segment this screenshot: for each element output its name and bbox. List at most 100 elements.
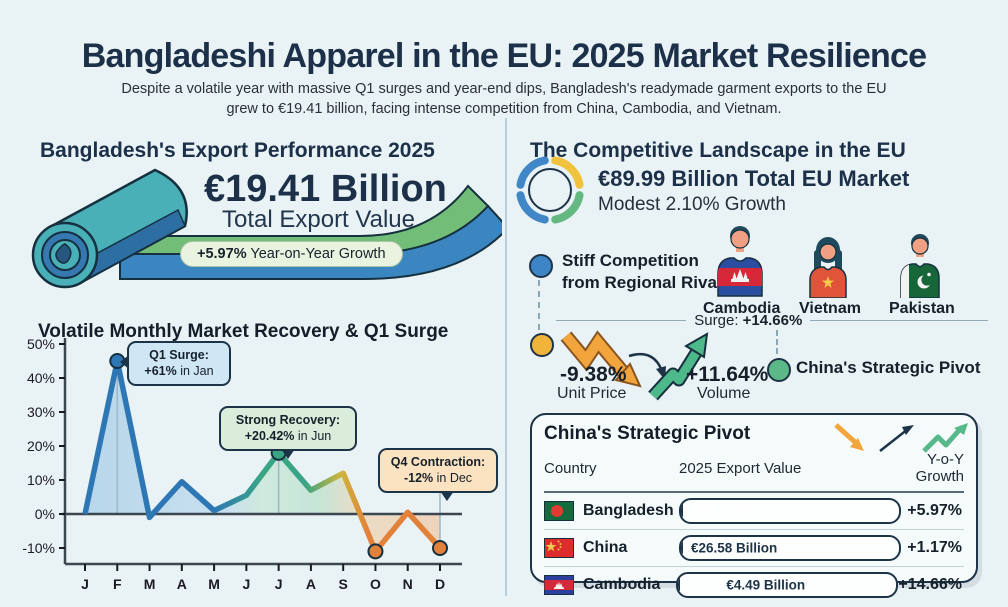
svg-text:-10%: -10% — [22, 540, 55, 556]
bullet-blue-dot — [529, 254, 553, 278]
pakistan-flag-shirt — [901, 264, 933, 298]
star-icon — [821, 276, 835, 288]
right-section-heading: The Competitive Landscape in the EU — [530, 139, 906, 163]
left-section-heading: Bangladesh's Export Performance 2025 — [40, 139, 435, 163]
svg-text:20%: 20% — [27, 438, 55, 454]
total-export-label: Total Export Value — [222, 206, 415, 233]
country-name: Bangladesh — [583, 502, 674, 519]
surge-label: Surge: — [694, 312, 739, 329]
bar-fill — [681, 500, 683, 517]
reference-lines — [116, 361, 441, 548]
growth-value: +5.97% — [907, 502, 962, 519]
bullet-green-dot — [767, 358, 791, 382]
yoy-growth-badge: +5.97% Year-on-Year Growth — [180, 241, 403, 267]
pakistan-figure — [900, 234, 940, 298]
volume-label: Volume — [697, 385, 751, 402]
table-trend-arrows-icon — [834, 423, 968, 453]
bullet-yellow-dot — [530, 333, 554, 357]
annotation-strong-recovery: Strong Recovery: +20.42% in Jun — [219, 406, 357, 458]
vietnam-figure — [809, 237, 847, 298]
annotation-rest: in Jun — [294, 429, 332, 444]
export-value-bar: €19.41 Billion — [679, 498, 901, 524]
country-name: China — [583, 539, 628, 556]
svg-text:F: F — [113, 576, 122, 592]
svg-text:O: O — [370, 576, 381, 592]
annotation-q4-contraction: Q4 Contraction: -12% in Dec — [378, 448, 498, 500]
annotation-rest: in Dec — [433, 471, 473, 486]
face — [730, 229, 750, 249]
unit-price-value: -9.38% — [560, 363, 627, 386]
chart-heading: Volatile Monthly Market Recovery & Q1 Su… — [38, 321, 449, 342]
svg-text:J: J — [81, 576, 89, 592]
yoy-growth-text: Year-on-Year Growth — [246, 246, 386, 262]
trend-line — [82, 358, 443, 555]
svg-text:N: N — [403, 576, 413, 592]
trend-area-fill — [85, 361, 440, 552]
donut-inner-ring — [528, 168, 572, 212]
divider-line-left — [556, 319, 687, 322]
svg-text:0%: 0% — [35, 506, 55, 522]
price-decline-zigzag-arrow — [560, 330, 642, 388]
divider-line-right — [810, 319, 988, 322]
bar-fill — [681, 537, 683, 554]
eu-market-value: €89.99 Billion Total EU Market — [598, 166, 910, 191]
cambodia-surge-text: Surge: +14.66% — [686, 312, 810, 329]
svg-text:A: A — [306, 576, 316, 592]
yoy-growth-value: +5.97% — [197, 246, 247, 262]
page-title: Bangladeshi Apparel in the EU: 2025 Mark… — [81, 36, 927, 75]
annotation-title: Q4 Contraction: — [390, 455, 486, 469]
svg-text:S: S — [339, 576, 348, 592]
svg-text:J: J — [242, 576, 250, 592]
table-header-row: Country 2025 Export Value Y-o-Y Growth — [544, 451, 964, 493]
annotation-value: +20.42% — [244, 429, 295, 444]
svg-text:40%: 40% — [27, 370, 55, 386]
svg-text:10%: 10% — [27, 472, 55, 488]
svg-text:A: A — [177, 576, 187, 592]
face — [819, 243, 837, 261]
bangladesh-flag-icon — [544, 501, 574, 521]
volume-growth-arrow — [648, 332, 709, 401]
column-divider — [505, 118, 507, 596]
china-pivot-table: China's Strategic Pivot Country 2025 Exp… — [530, 413, 978, 598]
bar-value-label: €19.41 Billion — [691, 503, 778, 519]
y-axis-ticks: 50% 40% 30% 20% 10% 0% -10% — [22, 336, 65, 556]
col-country: Country — [544, 459, 597, 477]
table-title: China's Strategic Pivot — [544, 423, 751, 444]
cambodia-figure — [717, 226, 763, 297]
surge-value: +14.66% — [742, 312, 803, 329]
annotation-title: Q1 Surge: — [149, 348, 209, 362]
table-row-china: China €26.58 Billion +1.17% — [544, 530, 964, 567]
growth-value: +14.66% — [898, 576, 962, 593]
page-subtitle: Despite a volatile year with massive Q1 … — [0, 79, 1008, 120]
monthly-trend-line-chart: 50% 40% 30% 20% 10% 0% -10% J F M A M J J A S O N D — [22, 336, 462, 592]
stiff-competition-label: Stiff Competition from Regional Rivals — [562, 251, 732, 292]
china-pivot-label: China's Strategic Pivot — [796, 358, 981, 377]
rival-label-pakistan: Pakistan — [889, 300, 955, 317]
eu-market-growth: Modest 2.10% Growth — [598, 194, 786, 215]
cambodia-flag-icon — [544, 575, 574, 595]
export-value-bar: €4.49 Billion — [676, 572, 899, 598]
timeline-dash-1 — [538, 280, 540, 330]
annotation-value: +61% — [144, 364, 177, 379]
growth-value: +1.17% — [907, 539, 962, 556]
total-export-value: €19.41 Billion — [204, 168, 447, 210]
volume-value: +11.64% — [686, 363, 769, 386]
col-yoy-growth: Y-o-Y Growth — [915, 451, 964, 485]
svg-text:M: M — [144, 576, 156, 592]
unit-price-label: Unit Price — [557, 385, 627, 402]
face — [911, 237, 929, 255]
table-row-cambodia: Cambodia €4.49 Billion +14.66% — [544, 567, 964, 603]
china-flag-icon — [544, 538, 574, 558]
rival-label-vietnam: Vietnam — [799, 300, 861, 317]
cambodia-flag-shirt — [718, 268, 762, 286]
bar-value-label: €26.58 Billion — [691, 540, 778, 556]
annotation-rest: in Jan — [176, 364, 214, 379]
svg-text:M: M — [208, 576, 220, 592]
subtitle-line-2: grew to €19.41 billion, facing intense c… — [226, 100, 782, 117]
bar-fill — [678, 574, 681, 591]
country-name: Cambodia — [583, 576, 661, 593]
timeline-dash-2 — [776, 330, 778, 354]
cambodia-surge-divider: Surge: +14.66% — [556, 312, 988, 329]
